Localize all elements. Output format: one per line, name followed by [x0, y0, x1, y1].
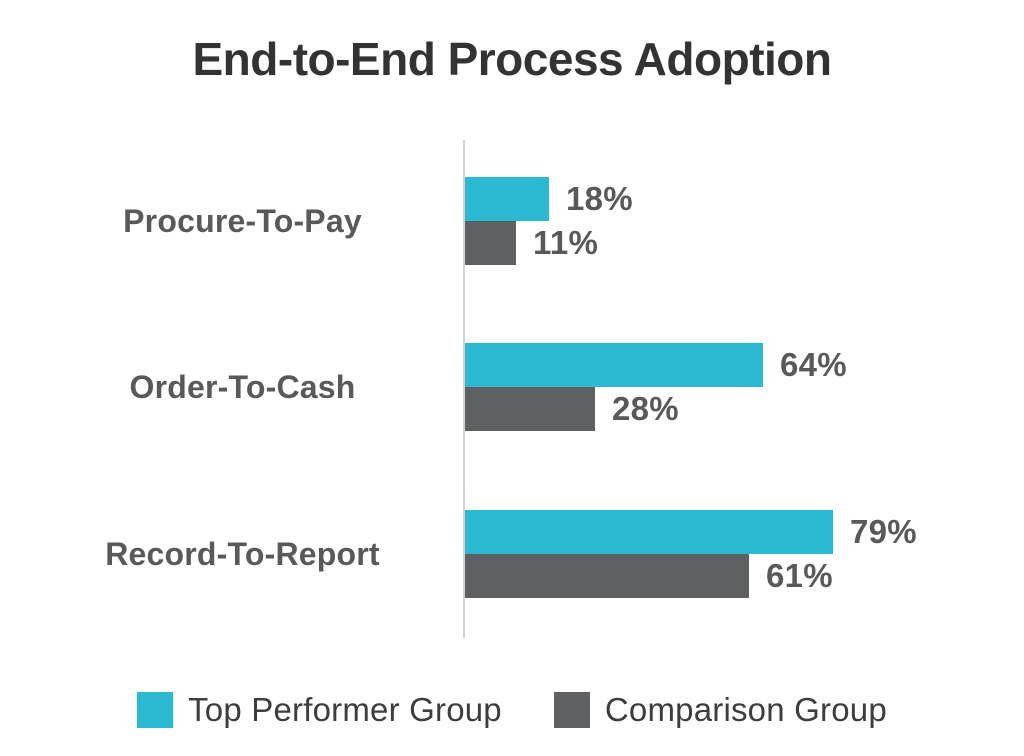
legend-label: Comparison Group: [604, 691, 887, 728]
bar-top-performer: [465, 177, 549, 221]
bar-comparison: [465, 387, 595, 431]
bar-comparison: [465, 221, 516, 265]
chart-row: Record-To-Report 79% 61%: [0, 510, 1024, 598]
legend-item: Comparison Group: [553, 691, 887, 729]
bar-top-performer: [465, 510, 833, 554]
y-axis-line: [463, 140, 465, 638]
value-label: 18%: [566, 180, 633, 217]
value-label: 61%: [766, 557, 833, 594]
category-label: Procure-To-Pay: [123, 202, 362, 239]
chart-title: End-to-End Process Adoption: [192, 33, 833, 85]
legend-swatch-icon: [553, 692, 590, 728]
value-label: 79%: [850, 513, 917, 550]
legend-label: Top Performer Group: [188, 691, 502, 728]
legend: Top Performer Group Comparison Group: [0, 688, 1024, 732]
value-label: 28%: [612, 390, 679, 427]
legend-item: Top Performer Group: [137, 691, 502, 729]
bar-top-performer: [465, 343, 763, 387]
bar-comparison: [465, 554, 749, 598]
chart-row: Order-To-Cash 64% 28%: [0, 343, 1024, 431]
value-label: 11%: [533, 224, 599, 261]
chart-row: Procure-To-Pay 18% 11%: [0, 177, 1024, 265]
legend-swatch-icon: [137, 692, 174, 728]
category-label: Order-To-Cash: [129, 368, 356, 405]
category-label: Record-To-Report: [105, 535, 380, 572]
value-label: 64%: [780, 346, 847, 383]
